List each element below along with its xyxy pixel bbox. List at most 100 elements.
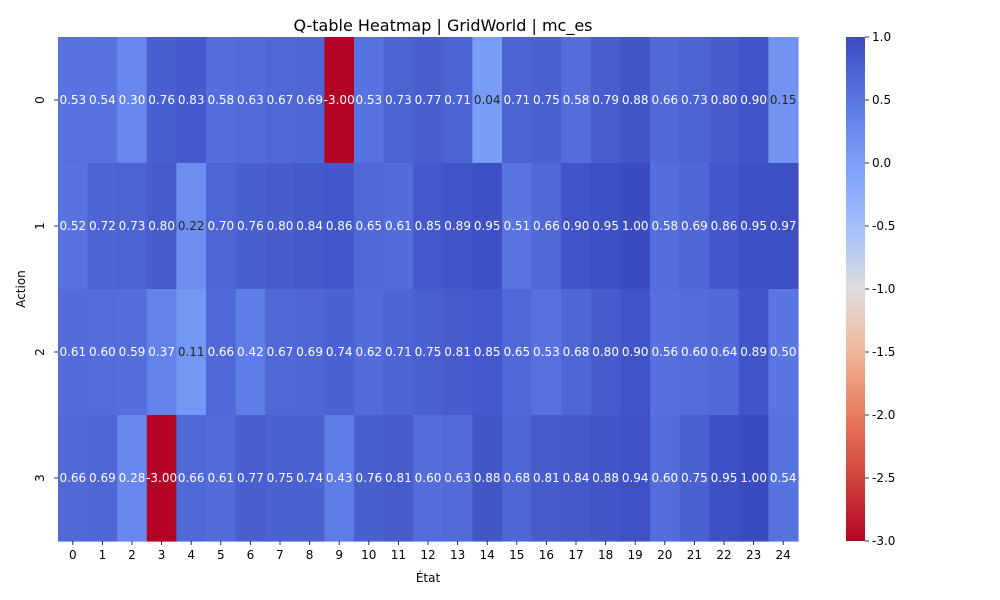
heatmap-cell — [472, 289, 503, 416]
cell-value-label: 0.76 — [355, 471, 382, 485]
cell-value-label: 0.69 — [296, 345, 323, 359]
heatmap-cell — [146, 415, 177, 542]
heatmap-cell — [709, 289, 740, 416]
cell-value-label: 0.86 — [326, 219, 353, 233]
heatmap-cell — [738, 289, 769, 416]
cell-value-label: 0.75 — [681, 471, 708, 485]
x-tick-label: 4 — [187, 548, 195, 562]
heatmap-cell — [709, 37, 740, 164]
x-tick-label: 3 — [158, 548, 166, 562]
heatmap-cell — [117, 37, 148, 164]
heatmap-cell — [324, 415, 355, 542]
cell-value-label: 0.76 — [237, 219, 264, 233]
heatmap-cell — [590, 415, 621, 542]
cell-value-label: 0.60 — [681, 345, 708, 359]
heatmap-cell — [235, 289, 266, 416]
heatmap-cell — [650, 37, 681, 164]
cell-value-label: 0.58 — [207, 93, 234, 107]
heatmap-cell — [531, 415, 562, 542]
heatmap-cell — [413, 415, 444, 542]
cell-value-label: 0.84 — [563, 471, 590, 485]
heatmap-cell — [413, 37, 444, 164]
cell-value-label: 0.43 — [326, 471, 353, 485]
y-tick-label: 3 — [33, 474, 47, 482]
cell-value-label: 0.77 — [237, 471, 264, 485]
x-tick-label: 1 — [99, 548, 107, 562]
y-tick-label: 2 — [33, 348, 47, 356]
heatmap-cell — [709, 163, 740, 290]
heatmap-cell — [294, 37, 325, 164]
cell-value-label: 0.88 — [474, 471, 501, 485]
cell-value-label: 0.83 — [178, 93, 205, 107]
colorbar-tick-label: -1.5 — [872, 345, 895, 359]
heatmap-cell — [58, 163, 89, 290]
cell-value-label: 0.65 — [355, 219, 382, 233]
cell-value-label: 0.80 — [267, 219, 294, 233]
cell-value-label: 0.68 — [503, 471, 530, 485]
cell-value-label: 0.95 — [711, 471, 738, 485]
heatmap-cell — [265, 415, 296, 542]
x-tick-label: 19 — [628, 548, 643, 562]
cell-value-label: 0.81 — [444, 345, 471, 359]
heatmap-cell — [383, 163, 414, 290]
cell-value-label: 0.04 — [474, 93, 501, 107]
heatmap-cell — [502, 289, 533, 416]
heatmap-cell — [679, 289, 710, 416]
cell-value-label: 0.75 — [533, 93, 560, 107]
heatmap-cell — [531, 37, 562, 164]
cell-value-label: 0.11 — [178, 345, 205, 359]
cell-value-label: 0.28 — [119, 471, 146, 485]
cell-value-label: 0.79 — [592, 93, 619, 107]
heatmap-cell — [442, 415, 473, 542]
x-tick-label: 16 — [539, 548, 554, 562]
heatmap-cell — [265, 37, 296, 164]
x-tick-label: 7 — [276, 548, 284, 562]
x-axis-ticks: 0 1 2 3 4 5 6 7 8 9 10 11 12 13 14 15 16 17 18 19 20 21 22 23 24 — [69, 541, 791, 562]
heatmap-cell — [768, 415, 799, 542]
colorbar-tick-label: -1.0 — [872, 282, 895, 296]
heatmap-cell — [176, 37, 207, 164]
cell-value-label: 0.95 — [474, 219, 501, 233]
heatmap-cell — [176, 289, 207, 416]
x-tick-label: 12 — [420, 548, 435, 562]
heatmap-cell — [354, 37, 385, 164]
cell-value-label: 0.71 — [444, 93, 471, 107]
heatmap-cell — [590, 289, 621, 416]
cell-value-label: 0.62 — [355, 345, 382, 359]
cell-value-label: 0.85 — [474, 345, 501, 359]
heatmap-cell — [206, 163, 237, 290]
cell-value-label: 1.00 — [740, 471, 767, 485]
cell-value-label: 0.75 — [267, 471, 294, 485]
x-tick-label: 22 — [716, 548, 731, 562]
heatmap-cell — [265, 289, 296, 416]
cell-value-label: 0.70 — [207, 219, 234, 233]
cell-value-label: 0.73 — [681, 93, 708, 107]
cell-value-label: 0.58 — [651, 219, 678, 233]
colorbar-tick-label: 0.0 — [872, 156, 891, 170]
heatmap-cells: 0.53 0.54 0.30 0.76 0.83 0.58 0.63 0.67 0.69 -3.0… — [58, 37, 799, 542]
heatmap-cell — [768, 37, 799, 164]
cell-value-label: 0.50 — [770, 345, 797, 359]
cell-value-label: 0.51 — [503, 219, 530, 233]
heatmap-cell — [354, 415, 385, 542]
cell-value-label: 0.88 — [622, 93, 649, 107]
cell-value-label: 0.53 — [355, 93, 382, 107]
heatmap-cell — [650, 415, 681, 542]
cell-value-label: 0.69 — [681, 219, 708, 233]
heatmap-cell — [206, 37, 237, 164]
heatmap-cell — [146, 163, 177, 290]
heatmap-cell — [561, 289, 592, 416]
cell-value-label: 0.81 — [533, 471, 560, 485]
cell-value-label: 0.66 — [59, 471, 86, 485]
cell-value-label: 0.66 — [651, 93, 678, 107]
cell-value-label: 0.73 — [385, 93, 412, 107]
cell-value-label: 0.94 — [622, 471, 649, 485]
cell-value-label: 0.53 — [533, 345, 560, 359]
cell-value-label: 0.69 — [296, 93, 323, 107]
cell-value-label: 0.80 — [592, 345, 619, 359]
cell-value-label: 0.59 — [119, 345, 146, 359]
chart-title: Q-table Heatmap | GridWorld | mc_es — [293, 16, 592, 36]
heatmap-cell — [650, 163, 681, 290]
cell-value-label: 0.86 — [711, 219, 738, 233]
